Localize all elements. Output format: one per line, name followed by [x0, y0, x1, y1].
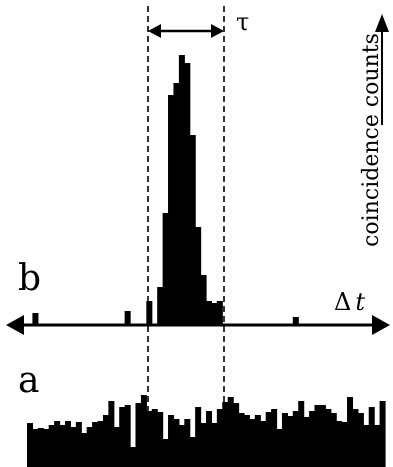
- delta-symbol: Δ: [334, 288, 351, 316]
- panel-a-bar: [254, 415, 261, 467]
- tau-arrow-left-head: [148, 24, 161, 38]
- axis-arrow-left: [6, 315, 24, 335]
- panel-a-bar: [135, 403, 142, 467]
- panel-a-bar: [184, 419, 191, 467]
- panel-b-bars: [32, 55, 299, 325]
- panel-a-bar: [325, 409, 332, 467]
- panel-a-bar: [37, 428, 44, 467]
- panel-a-bar: [81, 433, 88, 467]
- panel-b-bar: [200, 275, 207, 325]
- panel-a-bar: [374, 425, 381, 467]
- panel-a-bar: [195, 407, 202, 467]
- panel-a-bar: [281, 413, 288, 467]
- panel-b-bar: [168, 95, 175, 325]
- panel-a-bar: [216, 409, 223, 467]
- panel-a-bar: [59, 425, 66, 467]
- tau-arrow-right-head: [211, 24, 224, 38]
- panel-a-bar: [130, 447, 137, 467]
- panel-a-bar: [265, 412, 272, 467]
- panel-a-bar: [43, 429, 50, 467]
- panel-a-bar: [319, 405, 326, 467]
- panel-a-bar: [140, 395, 147, 467]
- panel-a-bar: [151, 409, 158, 467]
- panel-b-bar: [189, 135, 196, 325]
- panel-a-bar: [27, 423, 34, 467]
- panel-a-bar: [124, 405, 131, 467]
- panel-b-bar: [211, 303, 218, 325]
- panel-b-bar: [32, 313, 39, 325]
- panel-b-label: b: [18, 258, 41, 299]
- panel-a-bar: [379, 401, 386, 467]
- panel-a-bar: [238, 413, 245, 467]
- panel-b-bar: [216, 301, 223, 325]
- panel-b-bar: [206, 301, 213, 325]
- counts-arrow-head: [375, 14, 389, 32]
- panel-a-bar: [292, 411, 299, 467]
- panel-a-bar: [260, 421, 267, 467]
- panel-b-bar: [146, 301, 153, 325]
- panel-a-bar: [102, 415, 109, 467]
- panel-a-bar: [178, 425, 185, 467]
- panel-a-bar: [347, 397, 354, 467]
- panel-a-bar: [162, 439, 169, 467]
- t-symbol: t: [355, 288, 365, 316]
- panel-b-bar: [178, 55, 185, 325]
- panel-a-bar: [368, 407, 375, 467]
- panel-a-bar: [64, 421, 71, 467]
- panel-a-bar: [200, 423, 207, 467]
- panel-a-bar: [75, 422, 82, 467]
- panel-a-bar: [309, 411, 316, 467]
- panel-a-bar: [119, 407, 126, 467]
- panel-a-bar: [276, 429, 283, 467]
- panel-a-bar: [86, 427, 93, 467]
- panel-a-bar: [48, 425, 55, 467]
- panel-a-bar: [352, 409, 359, 467]
- panel-b-bar: [124, 311, 131, 325]
- panel-a-bar: [92, 422, 99, 467]
- panel-a-bar: [233, 403, 240, 467]
- panel-b-bar: [195, 227, 202, 325]
- panel-a-bar: [113, 427, 120, 467]
- panel-a-bars: [27, 395, 386, 467]
- panel-a-bar: [357, 413, 364, 467]
- panel-a-bar: [206, 411, 213, 467]
- panel-a-bar: [173, 419, 180, 467]
- panel-a-bar: [189, 437, 196, 467]
- panel-a-bar: [54, 421, 61, 467]
- panel-a-bar: [168, 415, 175, 467]
- panel-a-bar: [363, 425, 370, 467]
- y-axis-label: coincidence counts: [359, 33, 384, 247]
- panel-a-bar: [146, 411, 153, 467]
- panel-a-bar: [330, 413, 337, 467]
- panel-a-bar: [336, 421, 343, 467]
- panel-a-bar: [108, 401, 115, 467]
- panel-b-bar: [184, 63, 191, 325]
- panel-b-bar: [173, 83, 180, 325]
- panel-a-label: a: [18, 360, 39, 401]
- tau-label: τ: [236, 8, 249, 36]
- panel-a-bar: [222, 402, 229, 467]
- panel-b-bar: [157, 287, 164, 325]
- panel-b-bar: [162, 213, 169, 325]
- panel-a-bar: [298, 401, 305, 467]
- panel-a-bar: [287, 416, 294, 467]
- panel-a-bar: [243, 415, 250, 467]
- panel-a-bar: [32, 429, 39, 467]
- panel-a-bar: [314, 405, 321, 467]
- panel-a-bar: [341, 422, 348, 467]
- panel-a-bar: [97, 421, 104, 467]
- panel-a-bar: [271, 409, 278, 467]
- panel-a-bar: [70, 427, 77, 467]
- panel-a-bar: [249, 419, 256, 467]
- panel-a-bar: [157, 412, 164, 467]
- panel-a-bar: [211, 423, 218, 467]
- panel-b-bar: [292, 317, 299, 325]
- axis-arrow-right: [372, 315, 390, 335]
- panel-a-bar: [227, 397, 234, 467]
- panel-a-bar: [303, 417, 310, 467]
